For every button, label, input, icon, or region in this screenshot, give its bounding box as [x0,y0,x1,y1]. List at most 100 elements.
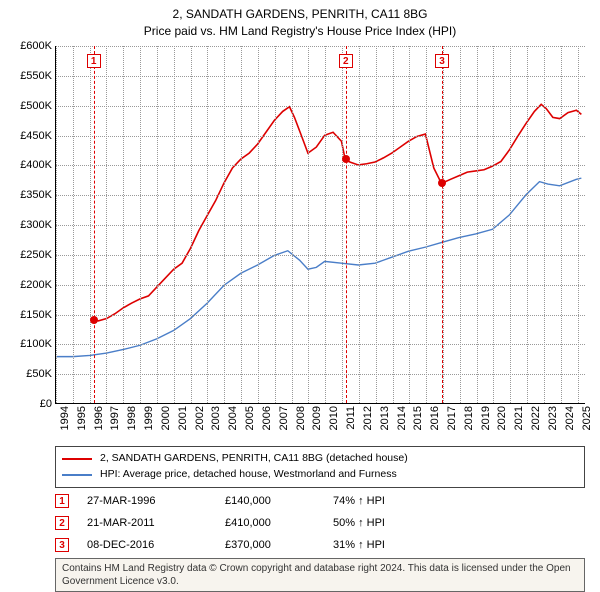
xtick-label: 1995 [76,406,88,430]
gridline-h [56,344,585,345]
ytick-label: £450K [2,130,52,142]
table-row: 3 08-DEC-2016 £370,000 31% ↑ HPI [55,534,585,556]
legend-box: 2, SANDATH GARDENS, PENRITH, CA11 8BG (d… [55,446,585,488]
xtick-label: 2017 [446,406,458,430]
gridline-h [56,76,585,77]
gridline-v [510,46,511,403]
legend-row-price: 2, SANDATH GARDENS, PENRITH, CA11 8BG (d… [62,451,578,467]
legend-label-price: 2, SANDATH GARDENS, PENRITH, CA11 8BG (d… [100,451,408,467]
xtick-label: 2001 [177,406,189,430]
gridline-v [342,46,343,403]
gridline-v [561,46,562,403]
gridline-v [393,46,394,403]
transaction-marker-num: 1 [87,54,101,68]
ytick-label: £50K [2,368,52,380]
xtick-label: 2011 [345,406,357,430]
xtick-label: 2024 [564,406,576,430]
tx-hpi-delta: 74% ↑ HPI [333,495,453,507]
gridline-v [376,46,377,403]
chart-container: 2, SANDATH GARDENS, PENRITH, CA11 8BG Pr… [0,0,600,590]
tx-num-badge: 1 [55,494,69,508]
legend-swatch-hpi [62,474,92,476]
gridline-h [56,195,585,196]
xtick-label: 1996 [93,406,105,430]
xtick-label: 1998 [126,406,138,430]
transactions-table: 1 27-MAR-1996 £140,000 74% ↑ HPI 2 21-MA… [55,490,585,556]
xtick-label: 2007 [278,406,290,430]
gridline-v [527,46,528,403]
ytick-label: £100K [2,338,52,350]
table-row: 2 21-MAR-2011 £410,000 50% ↑ HPI [55,512,585,534]
gridline-v [578,46,579,403]
series-line-price_paid [94,104,582,321]
xtick-label: 2010 [328,406,340,430]
ytick-label: £500K [2,100,52,112]
legend-row-hpi: HPI: Average price, detached house, West… [62,467,578,483]
tx-price: £140,000 [225,495,315,507]
tx-date: 08-DEC-2016 [87,539,207,551]
xtick-label: 2005 [244,406,256,430]
ytick-label: £0 [2,398,52,410]
legend-label-hpi: HPI: Average price, detached house, West… [100,467,397,483]
gridline-v [443,46,444,403]
xtick-label: 1999 [143,406,155,430]
ytick-label: £250K [2,249,52,261]
gridline-v [191,46,192,403]
attribution-box: Contains HM Land Registry data © Crown c… [55,558,585,592]
gridline-h [56,225,585,226]
ytick-label: £200K [2,279,52,291]
ytick-label: £350K [2,189,52,201]
xtick-label: 2014 [396,406,408,430]
xtick-label: 2008 [295,406,307,430]
transaction-line [346,46,347,403]
ytick-label: £550K [2,70,52,82]
xtick-label: 2000 [160,406,172,430]
series-line-hpi [56,178,581,357]
title-line1: 2, SANDATH GARDENS, PENRITH, CA11 8BG [0,6,600,23]
xtick-label: 2022 [530,406,542,430]
gridline-h [56,315,585,316]
gridline-h [56,374,585,375]
title-line2: Price paid vs. HM Land Registry's House … [0,23,600,40]
gridline-v [359,46,360,403]
chart-title-block: 2, SANDATH GARDENS, PENRITH, CA11 8BG Pr… [0,0,600,40]
xtick-label: 2016 [429,406,441,430]
xtick-label: 2013 [379,406,391,430]
xtick-label: 2019 [480,406,492,430]
transaction-marker-num: 2 [339,54,353,68]
gridline-v [426,46,427,403]
legend-swatch-price [62,458,92,460]
gridline-v [460,46,461,403]
gridline-v [544,46,545,403]
tx-date: 27-MAR-1996 [87,495,207,507]
gridline-h [56,136,585,137]
xtick-label: 1994 [59,406,71,430]
xtick-label: 2023 [547,406,559,430]
gridline-h [56,165,585,166]
transaction-dot [342,155,350,163]
xtick-label: 2018 [463,406,475,430]
gridline-v [258,46,259,403]
tx-num-badge: 3 [55,538,69,552]
xtick-label: 2025 [581,406,593,430]
gridline-v [275,46,276,403]
xtick-label: 2020 [496,406,508,430]
gridline-h [56,106,585,107]
transaction-line [94,46,95,403]
gridline-v [477,46,478,403]
gridline-v [56,46,57,403]
xtick-label: 2015 [412,406,424,430]
xtick-label: 2003 [210,406,222,430]
gridline-v [241,46,242,403]
gridline-v [308,46,309,403]
xtick-label: 2006 [261,406,273,430]
plot-area: 123 [55,46,585,404]
xtick-label: 2004 [227,406,239,430]
transaction-line [442,46,443,403]
transaction-dot [90,316,98,324]
gridline-v [493,46,494,403]
gridline-v [207,46,208,403]
gridline-v [106,46,107,403]
xtick-label: 2009 [311,406,323,430]
tx-hpi-delta: 31% ↑ HPI [333,539,453,551]
